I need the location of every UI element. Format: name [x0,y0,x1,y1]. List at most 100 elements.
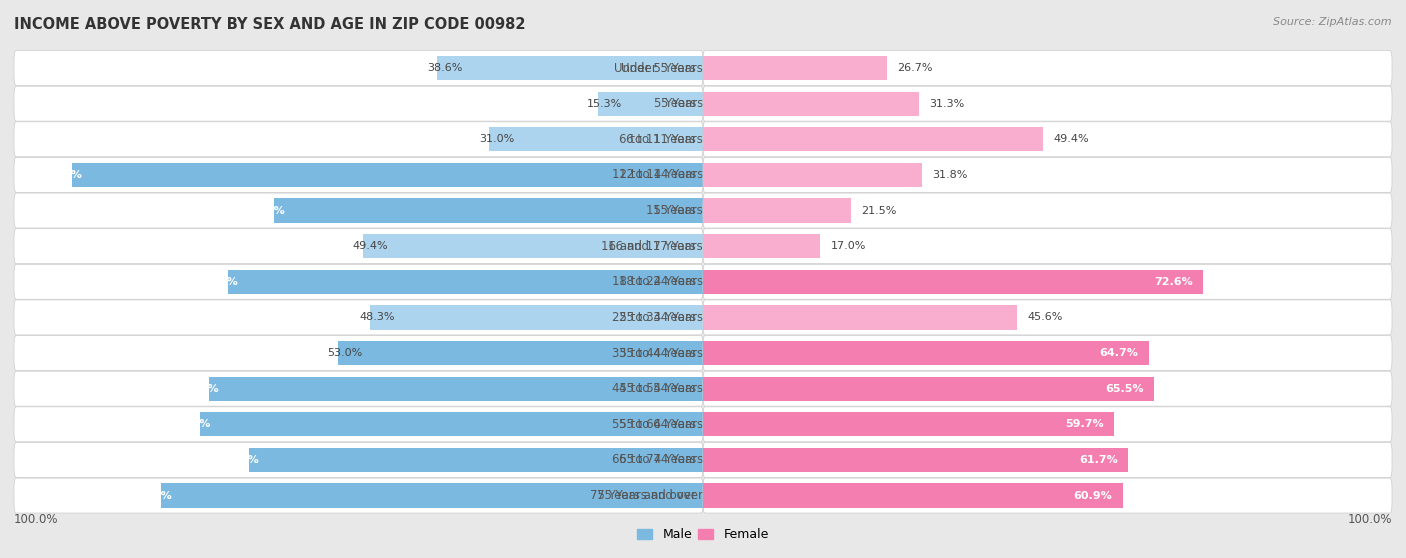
Text: 21.5%: 21.5% [862,205,897,215]
Text: 69.0%: 69.0% [200,277,238,287]
Bar [703,127,1043,151]
Text: 75 Years and over: 75 Years and over [591,489,696,502]
Text: 65 to 74 Years: 65 to 74 Years [619,454,703,466]
Bar [703,412,1115,436]
Bar [370,305,703,330]
FancyBboxPatch shape [703,86,1392,121]
FancyBboxPatch shape [14,229,703,263]
Text: 35 to 44 Years: 35 to 44 Years [612,347,696,359]
Text: 16 and 17 Years: 16 and 17 Years [609,240,703,253]
Text: 91.6%: 91.6% [44,170,83,180]
Text: 17.0%: 17.0% [831,241,866,251]
Bar [703,270,1204,294]
Text: 15 Years: 15 Years [654,204,703,217]
Text: 100.0%: 100.0% [14,513,59,526]
Bar [363,234,703,258]
FancyBboxPatch shape [703,300,1392,335]
Text: 61.7%: 61.7% [1078,455,1118,465]
Text: 62.2%: 62.2% [246,205,285,215]
Text: 49.4%: 49.4% [353,241,388,251]
Text: 65.5%: 65.5% [1105,384,1144,393]
Text: 26.7%: 26.7% [897,63,932,73]
FancyBboxPatch shape [703,193,1392,228]
Bar [703,483,1122,508]
Bar [703,448,1128,472]
Text: 49.4%: 49.4% [1053,134,1090,145]
FancyBboxPatch shape [703,478,1392,513]
FancyBboxPatch shape [703,407,1392,442]
Text: 64.7%: 64.7% [1099,348,1139,358]
Text: 45 to 54 Years: 45 to 54 Years [612,382,696,395]
Text: 100.0%: 100.0% [1347,513,1392,526]
Bar [162,483,703,508]
FancyBboxPatch shape [14,193,703,228]
FancyBboxPatch shape [14,478,703,513]
Bar [598,92,703,116]
Bar [489,127,703,151]
Text: 72.6%: 72.6% [1154,277,1192,287]
Text: 12 to 14 Years: 12 to 14 Years [612,169,696,181]
Bar [209,377,703,401]
FancyBboxPatch shape [703,264,1392,299]
Bar [703,341,1149,365]
FancyBboxPatch shape [703,335,1392,371]
Bar [200,412,703,436]
Text: INCOME ABOVE POVERTY BY SEX AND AGE IN ZIP CODE 00982: INCOME ABOVE POVERTY BY SEX AND AGE IN Z… [14,17,526,32]
FancyBboxPatch shape [14,335,703,371]
Bar [703,199,851,223]
Text: 5 Years: 5 Years [654,97,696,110]
FancyBboxPatch shape [703,229,1392,263]
Bar [703,92,918,116]
Text: 53.0%: 53.0% [328,348,363,358]
Text: 60.9%: 60.9% [1073,490,1112,501]
Text: Source: ZipAtlas.com: Source: ZipAtlas.com [1274,17,1392,27]
Text: 73.0%: 73.0% [172,419,211,429]
Text: 45.6%: 45.6% [1028,312,1063,323]
Text: 18 to 24 Years: 18 to 24 Years [612,275,696,288]
Bar [437,56,703,80]
Text: 31.3%: 31.3% [929,99,965,109]
Text: 5 Years: 5 Years [661,97,703,110]
Bar [249,448,703,472]
Text: 6 to 11 Years: 6 to 11 Years [626,133,703,146]
FancyBboxPatch shape [14,407,703,442]
Text: 75 Years and over: 75 Years and over [598,489,703,502]
FancyBboxPatch shape [14,300,703,335]
Bar [703,377,1154,401]
Text: 45 to 54 Years: 45 to 54 Years [619,382,703,395]
Text: 35 to 44 Years: 35 to 44 Years [619,347,703,359]
Bar [337,341,703,365]
FancyBboxPatch shape [14,264,703,299]
Text: 65.9%: 65.9% [221,455,259,465]
FancyBboxPatch shape [703,122,1392,157]
Text: Under 5 Years: Under 5 Years [614,61,696,75]
Text: 12 to 14 Years: 12 to 14 Years [619,169,703,181]
Text: 31.8%: 31.8% [932,170,967,180]
FancyBboxPatch shape [14,157,703,193]
Text: 18 to 24 Years: 18 to 24 Years [619,275,703,288]
Text: 55 to 64 Years: 55 to 64 Years [619,418,703,431]
Bar [228,270,703,294]
FancyBboxPatch shape [14,442,703,478]
Text: 65 to 74 Years: 65 to 74 Years [612,454,696,466]
Text: 15.3%: 15.3% [588,99,623,109]
Text: 38.6%: 38.6% [427,63,463,73]
Bar [72,163,703,187]
Text: 48.3%: 48.3% [360,312,395,323]
Bar [703,305,1017,330]
Text: Under 5 Years: Under 5 Years [621,61,703,75]
FancyBboxPatch shape [703,371,1392,406]
Text: 15 Years: 15 Years [647,204,696,217]
Text: 25 to 34 Years: 25 to 34 Years [619,311,703,324]
Bar [703,234,820,258]
FancyBboxPatch shape [14,122,703,157]
Text: 25 to 34 Years: 25 to 34 Years [612,311,696,324]
FancyBboxPatch shape [703,157,1392,193]
FancyBboxPatch shape [14,86,703,121]
Text: 59.7%: 59.7% [1066,419,1104,429]
Bar [703,56,887,80]
Text: 55 to 64 Years: 55 to 64 Years [612,418,696,431]
FancyBboxPatch shape [703,51,1392,85]
FancyBboxPatch shape [14,371,703,406]
Bar [274,199,703,223]
